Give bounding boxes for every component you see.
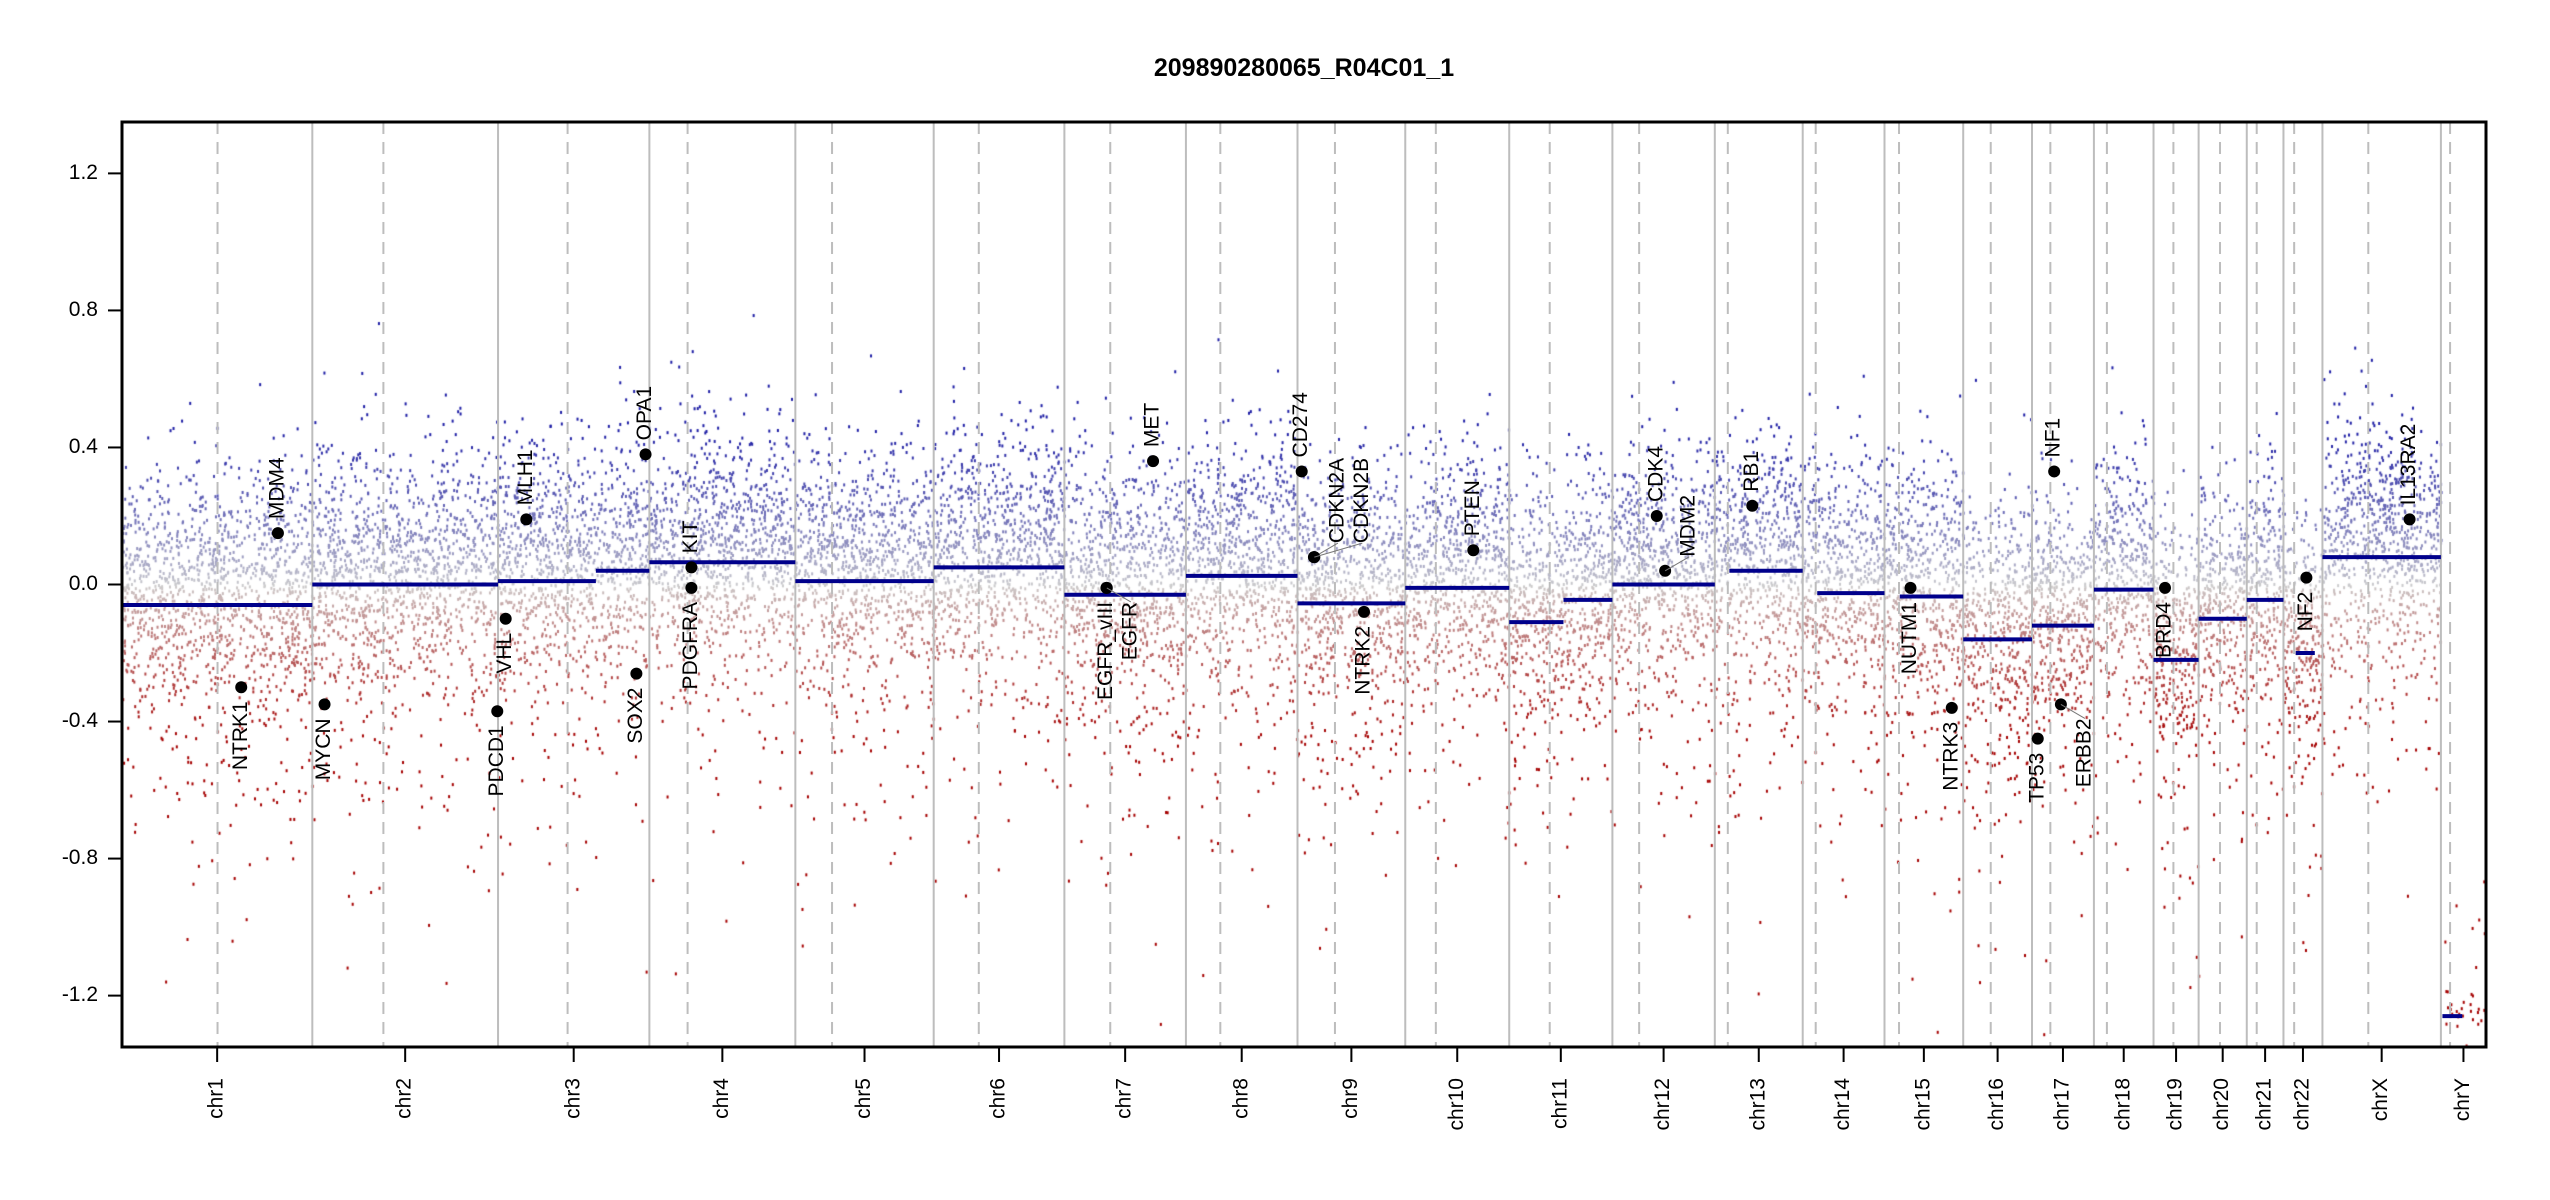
y-tick-label: 0.4 <box>69 435 99 458</box>
gene-label-TP53: TP53 <box>2025 753 2048 803</box>
gene-label-SOX2: SOX2 <box>624 688 647 744</box>
x-tick-label-chr7: chr7 <box>1113 1078 1136 1119</box>
x-tick-label-chr19: chr19 <box>2164 1078 2187 1131</box>
gene-label-CDKN2B: CDKN2B <box>1350 458 1373 543</box>
x-tick-label-chr9: chr9 <box>1339 1078 1362 1119</box>
x-tick-label-chr18: chr18 <box>2111 1078 2134 1131</box>
gene-label-PTEN: PTEN <box>1461 480 1484 536</box>
gene-label-MLH1: MLH1 <box>514 449 537 505</box>
x-tick-label-chr4: chr4 <box>710 1078 733 1119</box>
gene-label-MDM4: MDM4 <box>265 457 288 519</box>
axes: chr1 chr2 chr3 chr4 chr5 chr6 chr7 chr8 chr9 chr1… <box>62 161 2474 1131</box>
x-tick-label-chr10: chr10 <box>1445 1078 1468 1131</box>
chart-title: 209890280065_R04C01_1 <box>1154 54 1454 82</box>
gene-point-NTRK2 <box>1357 605 1370 618</box>
plot-frame <box>120 120 2488 1049</box>
x-tick-label-chr16: chr16 <box>1985 1078 2008 1131</box>
x-tick-label-chr21: chr21 <box>2253 1078 2276 1131</box>
gene-point-RB1 <box>1746 499 1759 512</box>
y-tick-label: 0.8 <box>69 298 98 321</box>
gene-label-NTRK2: NTRK2 <box>1352 626 1375 695</box>
gene-point-SOX2 <box>630 667 643 680</box>
gene-label-CDK4: CDK4 <box>1644 446 1667 502</box>
y-tick-label: 0.0 <box>69 572 98 595</box>
gene-point-VHL <box>499 612 512 625</box>
gene-label-MYCN: MYCN <box>312 718 335 780</box>
gene-point-NTRK1 <box>235 681 248 694</box>
gene-leader-line <box>1314 542 1363 558</box>
x-tick-label-chr3: chr3 <box>561 1078 584 1119</box>
gene-label-MET: MET <box>1141 403 1164 448</box>
gene-label-EGFR: EGFR <box>1118 602 1141 660</box>
x-tick-label-chr1: chr1 <box>205 1078 228 1119</box>
gene-label-ERBB2: ERBB2 <box>2072 718 2095 787</box>
gene-point-CD274 <box>1295 465 1308 478</box>
y-tick-label: 1.2 <box>69 161 98 184</box>
gene-leader-line <box>2060 703 2086 719</box>
gene-label-EGFR_vIII: EGFR_vIII <box>1094 602 1117 700</box>
x-tick-label-chr11: chr11 <box>1548 1078 1571 1129</box>
gene-point-OPA1 <box>639 448 652 461</box>
gene-label-IL13RA2: IL13RA2 <box>2397 424 2420 506</box>
gene-point-IL13RA2 <box>2403 513 2416 526</box>
gene-point-BRD4 <box>2158 581 2171 594</box>
gene-label-PDGFRA: PDGFRA <box>679 602 702 690</box>
gene-point-MYCN <box>318 698 331 711</box>
gene-leader-line <box>1106 587 1132 603</box>
x-tick-label-chr8: chr8 <box>1229 1078 1252 1119</box>
gene-label-KIT: KIT <box>679 521 702 554</box>
x-tick-label-chr2: chr2 <box>393 1078 416 1119</box>
x-tick-label-chr17: chr17 <box>2051 1078 2074 1131</box>
gene-point-NUTM1 <box>1904 581 1917 594</box>
gene-point-PTEN <box>1467 544 1480 557</box>
gene-point-TP53 <box>2031 732 2044 745</box>
gene-label-VHL: VHL <box>493 633 516 674</box>
x-tick-label-chr6: chr6 <box>987 1078 1010 1119</box>
gene-label-OPA1: OPA1 <box>633 386 656 440</box>
y-tick-label: -0.8 <box>62 846 98 869</box>
chromosome-boundaries <box>216 122 2452 1047</box>
gene-label-MDM2: MDM2 <box>1677 495 1700 557</box>
gene-label-RB1: RB1 <box>1740 451 1763 492</box>
x-tick-label-chrX: chrX <box>2369 1078 2392 1121</box>
gene-label-NTRK3: NTRK3 <box>1939 722 1962 791</box>
gene-point-MET <box>1147 455 1160 468</box>
gene-point-MLH1 <box>520 513 533 526</box>
gene-point-NTRK3 <box>1945 701 1958 714</box>
x-tick-label-chr15: chr15 <box>1911 1078 1934 1131</box>
x-tick-label-chrY: chrY <box>2451 1078 2474 1121</box>
gene-point-CDK4 <box>1650 509 1663 522</box>
gene-point-PDGFRA <box>685 581 698 594</box>
x-tick-label-chr22: chr22 <box>2290 1078 2313 1131</box>
x-tick-label-chr20: chr20 <box>2210 1078 2233 1131</box>
gene-label-CDKN2A: CDKN2A <box>1325 458 1348 543</box>
x-tick-label-chr14: chr14 <box>1831 1078 1854 1131</box>
x-tick-label-chr5: chr5 <box>852 1078 875 1119</box>
gene-point-MDM4 <box>271 527 284 540</box>
gene-label-PDCD1: PDCD1 <box>485 725 508 796</box>
x-tick-label-chr12: chr12 <box>1651 1078 1674 1131</box>
gene-label-NUTM1: NUTM1 <box>1898 602 1921 674</box>
gene-leader-line <box>1664 556 1690 572</box>
gene-label-CD274: CD274 <box>1289 392 1312 458</box>
gene-annotations: NTRK1 MDM4 MYCN PDCD1 VHL MLH1 SOX2 OPA1 KIT PDGF… <box>229 386 2420 803</box>
y-tick-label: -1.2 <box>62 983 98 1006</box>
gene-point-NF1 <box>2048 465 2061 478</box>
gene-label-NF1: NF1 <box>2042 418 2065 458</box>
gene-point-NF2 <box>2300 571 2313 584</box>
gene-point-KIT <box>685 561 698 574</box>
x-tick-label-chr13: chr13 <box>1746 1078 1769 1131</box>
gene-label-BRD4: BRD4 <box>2153 602 2176 658</box>
gene-point-PDCD1 <box>491 705 504 718</box>
segments <box>122 555 2463 1019</box>
y-tick-label: -0.4 <box>62 709 99 732</box>
gene-label-NTRK1: NTRK1 <box>229 701 252 770</box>
gene-label-NF2: NF2 <box>2294 592 2317 632</box>
